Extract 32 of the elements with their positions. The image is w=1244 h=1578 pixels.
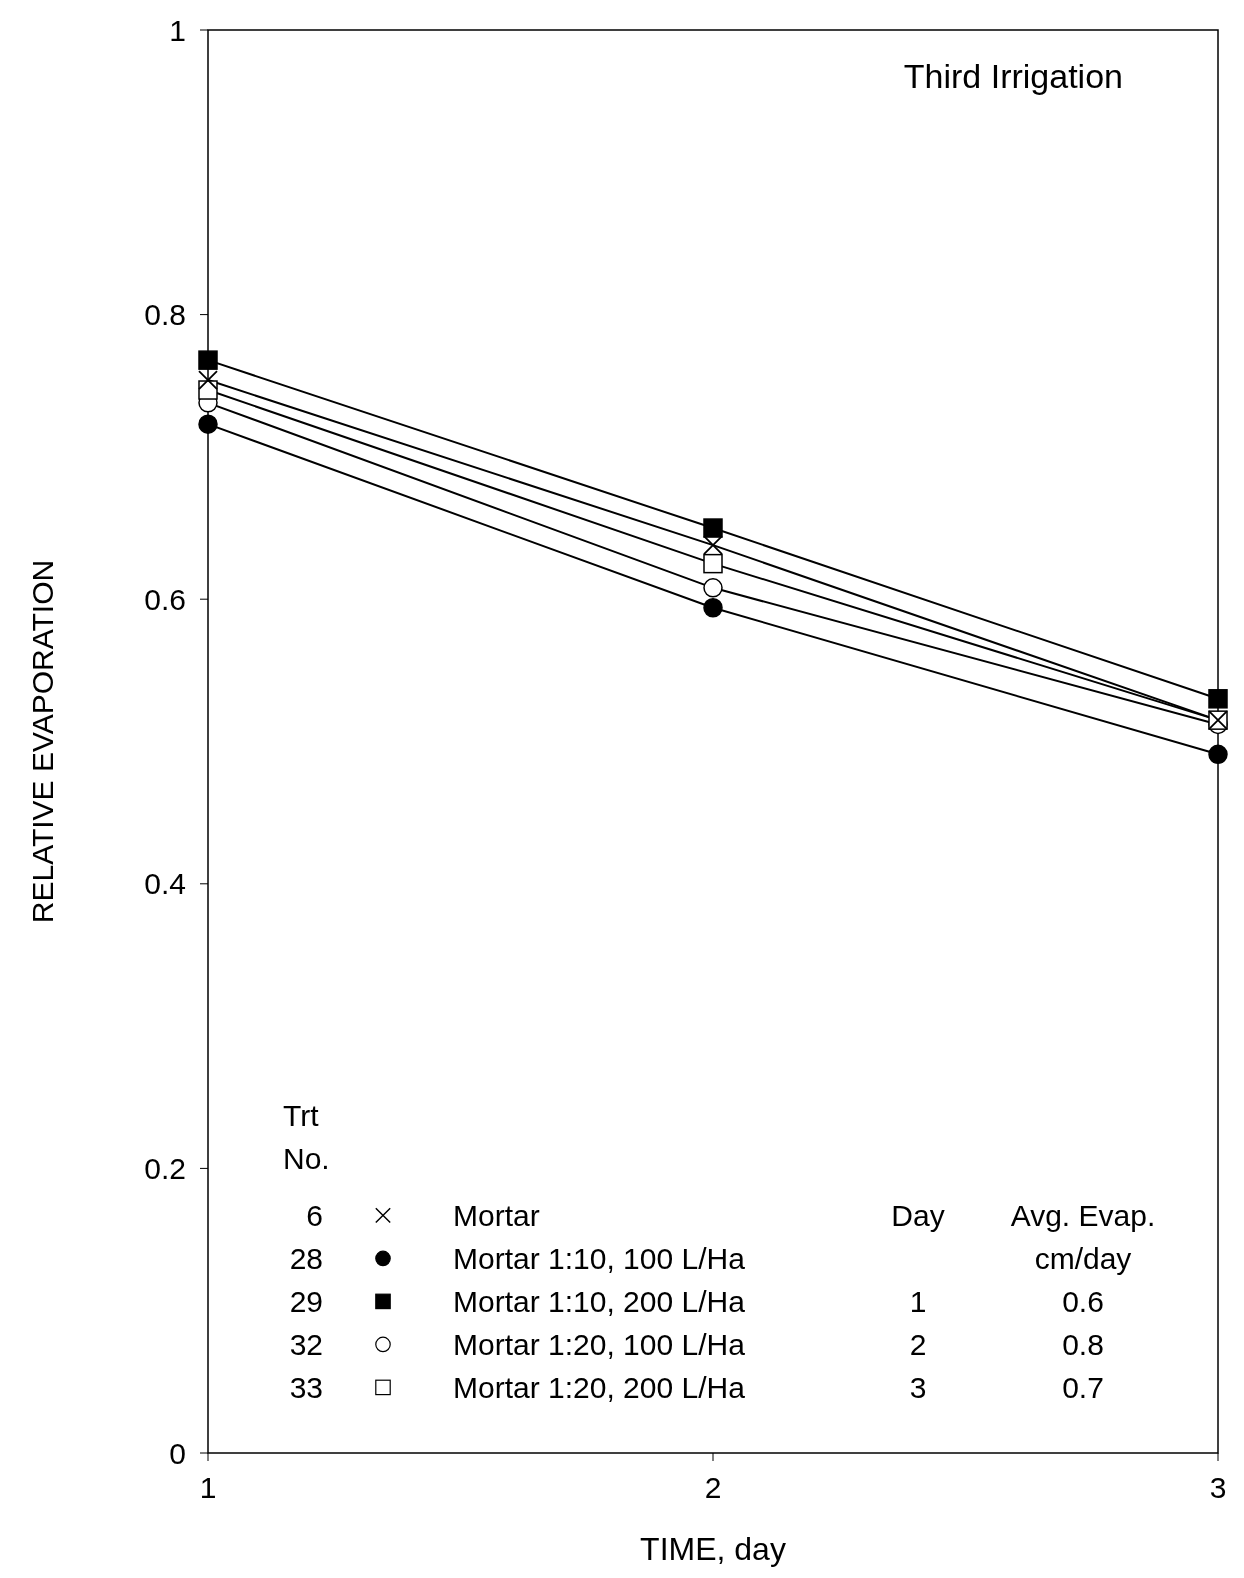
annotation: 32: [289, 1328, 323, 1362]
annotation: 1: [909, 1285, 927, 1319]
annotation: 28: [289, 1242, 323, 1276]
legend-label: Mortar: [453, 1199, 540, 1233]
x-axis-title: TIME, day: [640, 1531, 786, 1567]
y-tick-label: 0.8: [144, 298, 186, 332]
annotation: cm/day: [1034, 1242, 1132, 1276]
annotation: 29: [289, 1285, 323, 1319]
annotation: 3: [909, 1371, 927, 1405]
y-tick-label: 1: [169, 13, 186, 47]
legend-label: Mortar 1:20, 100 L/Ha: [453, 1328, 746, 1362]
annotation: Day: [891, 1199, 945, 1233]
x-tick-label: 3: [1209, 1471, 1227, 1504]
y-tick-label: 0.2: [144, 1151, 186, 1185]
annotation: 2: [909, 1328, 927, 1362]
annotation: 0.6: [1062, 1285, 1104, 1319]
y-tick-label: 0.4: [144, 867, 186, 901]
legend-title: Trt No.: [283, 1099, 330, 1176]
legend-label: Mortar 1:10, 100 L/Ha: [453, 1242, 746, 1276]
x-tick-label: 1: [199, 1471, 217, 1504]
x-tick-label: 2: [704, 1471, 722, 1504]
legend-label: Mortar 1:10, 200 L/Ha: [453, 1285, 746, 1319]
y-tick-label: 0.6: [144, 582, 186, 616]
y-tick-label: 0: [169, 1436, 186, 1470]
annotation: 6: [306, 1199, 323, 1233]
y-axis-title: RELATIVE EVAPORATION: [26, 559, 59, 924]
annotation: 0.8: [1062, 1328, 1104, 1362]
annotation: Avg. Evap.: [1010, 1199, 1156, 1233]
annotation: 0.7: [1062, 1371, 1104, 1405]
annotation: 33: [289, 1371, 323, 1405]
legend-label: Mortar 1:20, 200 L/Ha: [453, 1371, 746, 1405]
text: Third Irrigation: [903, 57, 1123, 95]
